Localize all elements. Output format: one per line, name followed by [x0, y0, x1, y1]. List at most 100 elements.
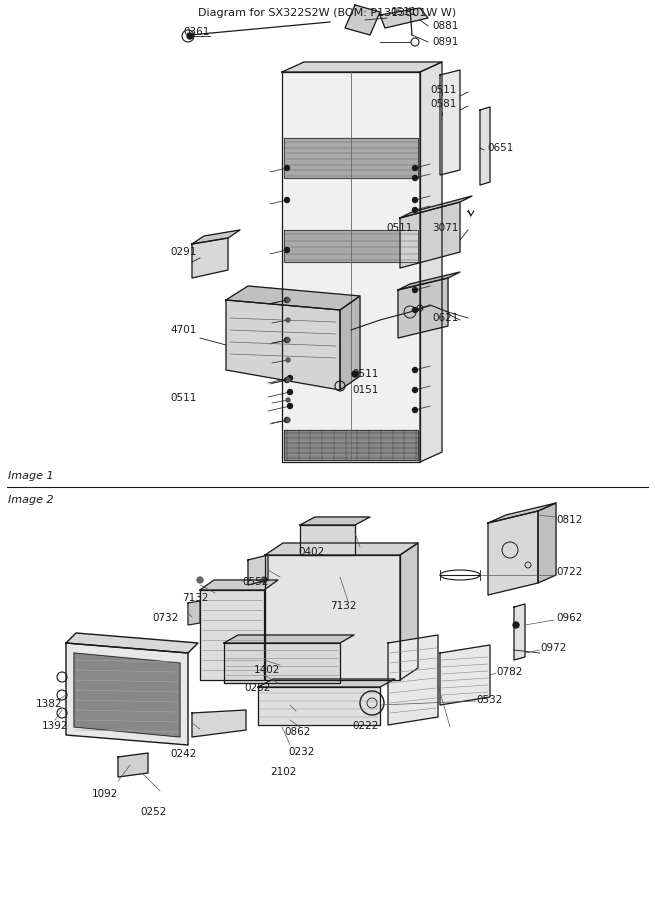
Circle shape — [286, 338, 290, 342]
Circle shape — [413, 367, 417, 373]
Polygon shape — [74, 653, 180, 737]
Polygon shape — [192, 230, 240, 244]
Circle shape — [513, 622, 519, 628]
Circle shape — [288, 390, 293, 394]
Polygon shape — [282, 72, 420, 462]
Circle shape — [261, 577, 267, 583]
Text: 0402: 0402 — [298, 547, 324, 557]
Text: 0511: 0511 — [390, 7, 417, 17]
Polygon shape — [224, 643, 340, 683]
Text: 0151: 0151 — [352, 385, 379, 395]
Circle shape — [413, 176, 417, 181]
Text: 2102: 2102 — [270, 767, 296, 777]
Circle shape — [286, 418, 290, 422]
Polygon shape — [248, 555, 268, 585]
Circle shape — [413, 208, 417, 212]
Text: 1392: 1392 — [42, 721, 69, 731]
Circle shape — [187, 33, 193, 39]
Circle shape — [413, 388, 417, 392]
Polygon shape — [188, 601, 200, 625]
Polygon shape — [192, 238, 228, 278]
Polygon shape — [224, 635, 354, 643]
Text: 0511: 0511 — [430, 85, 457, 95]
Polygon shape — [300, 517, 370, 525]
Polygon shape — [400, 196, 472, 218]
Circle shape — [284, 377, 290, 382]
Text: 7132: 7132 — [330, 601, 356, 611]
Circle shape — [286, 318, 290, 322]
Circle shape — [413, 308, 417, 312]
Circle shape — [288, 403, 293, 409]
Polygon shape — [200, 580, 278, 590]
Text: Image 1: Image 1 — [8, 471, 54, 481]
Polygon shape — [400, 202, 460, 268]
Polygon shape — [226, 286, 360, 310]
Polygon shape — [258, 679, 395, 687]
Circle shape — [413, 197, 417, 202]
Text: Diagram for SX322S2W (BOM: P1313801W W): Diagram for SX322S2W (BOM: P1313801W W) — [198, 8, 457, 18]
Circle shape — [352, 371, 358, 377]
Polygon shape — [66, 633, 198, 653]
Text: 0972: 0972 — [540, 643, 567, 653]
Circle shape — [284, 197, 290, 202]
Text: 0252: 0252 — [244, 683, 271, 693]
Text: 0881: 0881 — [432, 21, 458, 31]
Text: 0552: 0552 — [242, 577, 269, 587]
Text: 0782: 0782 — [496, 667, 523, 677]
Text: 0511: 0511 — [170, 393, 196, 403]
Circle shape — [284, 338, 290, 343]
Text: 0651: 0651 — [487, 143, 514, 153]
Polygon shape — [118, 753, 148, 777]
Text: 0532: 0532 — [476, 695, 502, 705]
Circle shape — [284, 248, 290, 253]
Polygon shape — [258, 687, 380, 725]
Text: 0812: 0812 — [556, 515, 582, 525]
Text: 0962: 0962 — [556, 613, 582, 623]
Polygon shape — [488, 503, 556, 523]
Text: 0581: 0581 — [430, 99, 457, 109]
Polygon shape — [284, 230, 418, 262]
Text: 0291: 0291 — [170, 247, 196, 257]
Circle shape — [413, 408, 417, 412]
Circle shape — [413, 166, 417, 170]
Polygon shape — [420, 62, 442, 462]
Text: 3071: 3071 — [432, 223, 458, 233]
Polygon shape — [284, 138, 418, 178]
Polygon shape — [340, 296, 360, 390]
Polygon shape — [514, 604, 525, 660]
Circle shape — [286, 378, 290, 382]
Text: 0222: 0222 — [352, 721, 379, 731]
Polygon shape — [226, 300, 340, 390]
Text: 0621: 0621 — [432, 313, 458, 323]
Text: 4701: 4701 — [170, 325, 196, 335]
Text: Image 2: Image 2 — [8, 495, 54, 505]
Polygon shape — [284, 430, 418, 460]
Circle shape — [286, 358, 290, 362]
Polygon shape — [400, 543, 418, 680]
Polygon shape — [488, 511, 538, 595]
Text: 1402: 1402 — [254, 665, 280, 675]
Text: 0361: 0361 — [183, 27, 210, 37]
Text: 0511: 0511 — [386, 223, 413, 233]
Circle shape — [197, 577, 203, 583]
Polygon shape — [388, 635, 438, 725]
Circle shape — [288, 375, 293, 381]
Polygon shape — [192, 710, 246, 737]
Polygon shape — [480, 107, 490, 185]
Text: 0862: 0862 — [284, 727, 310, 737]
Polygon shape — [380, 8, 428, 28]
Polygon shape — [265, 543, 418, 555]
Polygon shape — [265, 555, 400, 680]
Text: 7132: 7132 — [182, 593, 208, 603]
Text: 1092: 1092 — [92, 789, 119, 799]
Circle shape — [413, 287, 417, 292]
Polygon shape — [282, 62, 442, 72]
Text: 0242: 0242 — [170, 749, 196, 759]
Text: 0891: 0891 — [432, 37, 458, 47]
Text: 1382: 1382 — [36, 699, 62, 709]
Text: 0722: 0722 — [556, 567, 582, 577]
Polygon shape — [66, 643, 188, 745]
Polygon shape — [345, 5, 380, 35]
Polygon shape — [440, 70, 460, 175]
Circle shape — [284, 418, 290, 422]
